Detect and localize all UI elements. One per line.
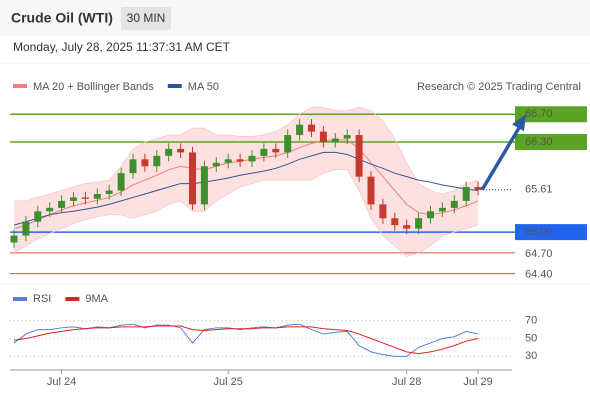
projection-arrow bbox=[480, 125, 522, 191]
candle-body bbox=[46, 207, 54, 212]
candle-body bbox=[70, 197, 77, 201]
legend-swatch bbox=[167, 84, 182, 88]
candle-body bbox=[81, 197, 89, 199]
timestamp: Monday, July 28, 2025 11:37:31 AM CET bbox=[13, 40, 231, 54]
legend-label: MA 50 bbox=[188, 81, 219, 93]
level-badge bbox=[515, 224, 587, 241]
candle-body bbox=[93, 193, 101, 199]
candle-body bbox=[462, 187, 470, 201]
candle-body bbox=[415, 218, 423, 229]
candle-body bbox=[260, 148, 268, 156]
candle-body bbox=[177, 148, 185, 153]
band-lower bbox=[13, 169, 479, 257]
candle-body bbox=[10, 235, 18, 243]
candle-body bbox=[212, 162, 220, 167]
interval-badge[interactable] bbox=[121, 7, 171, 30]
ma20-line bbox=[13, 139, 479, 230]
candle-body bbox=[165, 148, 173, 156]
x-tick-label: Jul 25 bbox=[214, 376, 243, 388]
candle-body bbox=[200, 166, 208, 205]
level-badge bbox=[515, 133, 587, 150]
level-label: 64.70 bbox=[525, 248, 553, 260]
x-tick-label: Jul 24 bbox=[47, 376, 76, 388]
legend-label: 9MA bbox=[85, 293, 108, 305]
candle-body bbox=[236, 159, 244, 162]
candle-body bbox=[367, 176, 375, 205]
y-tick-label: 30 bbox=[525, 350, 537, 362]
candle-body bbox=[141, 159, 149, 167]
legend-swatch bbox=[13, 297, 27, 301]
candle-body bbox=[58, 200, 66, 208]
level-label: 65.61 bbox=[525, 184, 553, 196]
candle-body bbox=[272, 148, 280, 153]
candle-body bbox=[427, 211, 434, 219]
legend-swatch bbox=[13, 84, 27, 88]
header-bar bbox=[0, 0, 590, 36]
legend-label: RSI bbox=[33, 293, 51, 305]
candle-body bbox=[379, 204, 387, 219]
candle-body bbox=[284, 135, 292, 153]
candle-body bbox=[224, 159, 232, 163]
candle-body bbox=[438, 207, 446, 212]
indicator-line bbox=[13, 325, 479, 355]
legend-label: MA 20 + Bollinger Bands bbox=[33, 81, 154, 93]
candle-body bbox=[403, 225, 411, 229]
candle-body bbox=[331, 138, 339, 142]
bollinger-band bbox=[14, 107, 479, 257]
candle-body bbox=[189, 152, 196, 205]
x-tick-label: Jul 28 bbox=[392, 376, 421, 388]
legend-swatch bbox=[65, 297, 80, 301]
y-tick-label: 50 bbox=[525, 332, 537, 344]
candle-body bbox=[105, 190, 113, 194]
candle-body bbox=[129, 159, 137, 174]
ma50-line bbox=[13, 151, 479, 226]
candle-body bbox=[450, 200, 458, 208]
level-label: 66.70 bbox=[525, 108, 553, 120]
candle-body bbox=[474, 187, 482, 190]
instrument-title: Crude Oil (WTI) bbox=[11, 10, 113, 26]
level-label: 65.00 bbox=[525, 226, 553, 238]
interval[interactable]: 30 MIN bbox=[127, 11, 166, 25]
candle-body bbox=[296, 124, 304, 136]
credit: Research © 2025 Trading Central bbox=[417, 81, 581, 93]
level-label: 66.30 bbox=[525, 136, 553, 148]
y-tick-label: 70 bbox=[525, 315, 537, 327]
candle-body bbox=[34, 211, 42, 222]
candle-body bbox=[391, 218, 399, 226]
candle-body bbox=[319, 131, 327, 142]
level-label: 64.40 bbox=[525, 269, 553, 281]
level-badge bbox=[515, 106, 587, 123]
candle-body bbox=[248, 155, 256, 162]
candle-body bbox=[308, 124, 315, 132]
candle-body bbox=[343, 135, 351, 139]
candle-body bbox=[355, 135, 363, 177]
arrow-head bbox=[512, 114, 526, 132]
candle-body bbox=[22, 221, 30, 236]
x-tick-label: Jul 29 bbox=[463, 376, 492, 388]
band-upper bbox=[14, 106, 479, 202]
candle-body bbox=[117, 173, 125, 191]
candle-body bbox=[153, 155, 161, 167]
